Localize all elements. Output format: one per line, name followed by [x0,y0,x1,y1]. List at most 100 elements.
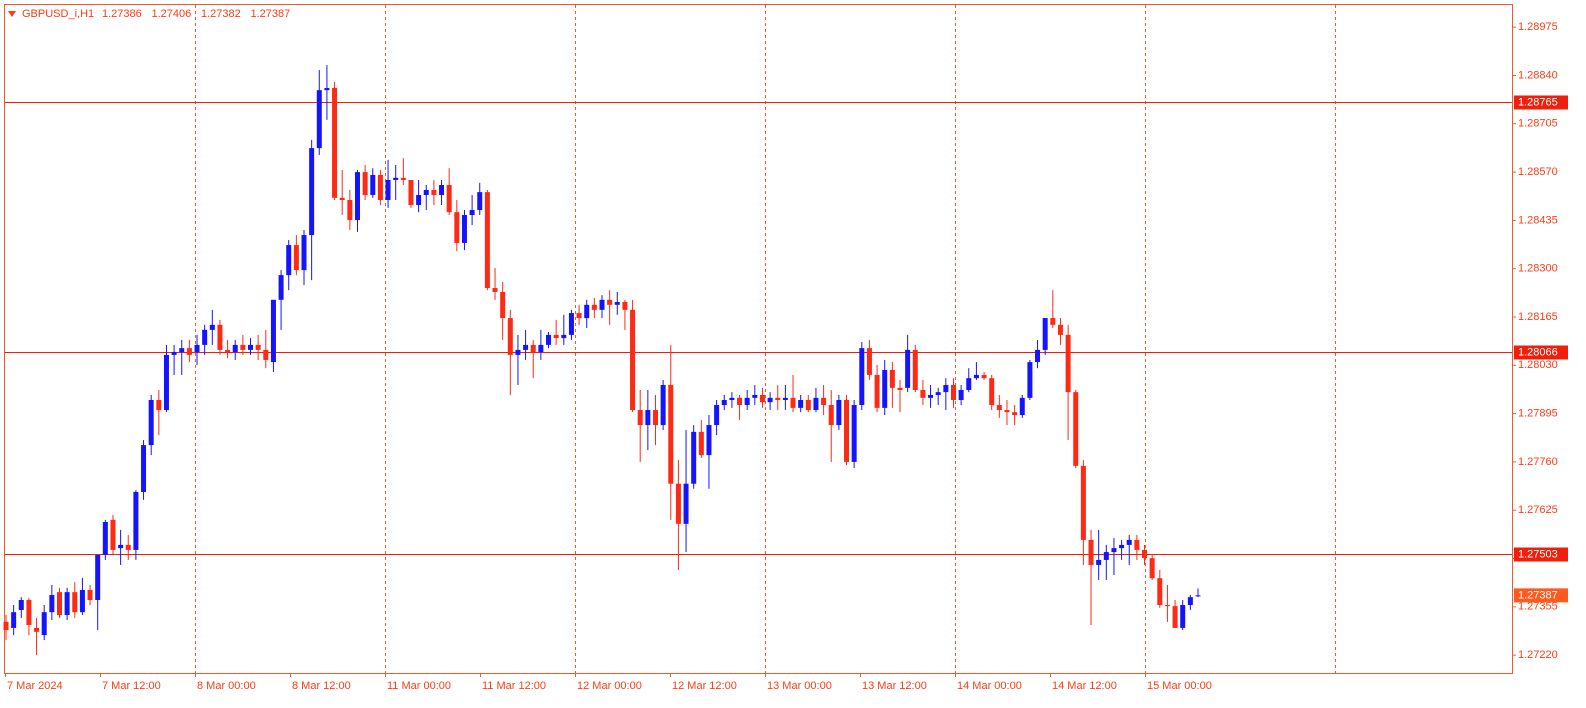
x-tick-label: 11 Mar 12:00 [482,680,546,692]
candle-body [698,431,704,456]
level-label: 1.28765 [1518,96,1558,108]
candle-body [1057,324,1063,335]
x-tick-label: 13 Mar 12:00 [862,680,927,692]
candle-body [851,405,857,462]
candle-body [591,304,597,310]
x-tick-label: 13 Mar 00:00 [767,680,832,692]
y-tick-label: 1.27895 [1518,408,1558,420]
candle-body [1180,605,1186,628]
candle-body [194,344,200,353]
candle-body [102,522,108,555]
candle-body [691,431,697,484]
candle-body [1111,548,1117,553]
candle-body [202,329,208,345]
x-tick-label: 15 Mar 00:00 [1147,680,1212,692]
candle-body [49,595,55,613]
candle-body [805,400,811,411]
candle-body [614,301,620,305]
candle-body [26,600,32,626]
candle-body [989,378,995,406]
candle-body [538,344,544,353]
candle-body [125,544,131,550]
candle-body [431,189,437,195]
candle-body [133,491,139,550]
candle-body [34,627,40,632]
candle-body [943,384,949,393]
candle-body [423,189,429,195]
candle-body [515,349,521,355]
x-tick-label: 14 Mar 00:00 [957,680,1022,692]
candle-body [622,301,628,310]
candle-body [1134,539,1140,550]
candle-body [1149,558,1155,579]
candle-body [362,172,368,195]
candle-body [255,344,261,350]
y-tick-label: 1.28975 [1518,21,1558,33]
candle-body [866,348,872,375]
candle-body [1157,578,1163,606]
y-tick-label: 1.27625 [1518,504,1558,516]
candle-body [813,397,819,411]
candle-body [981,374,987,379]
x-tick-label: 14 Mar 12:00 [1052,680,1117,692]
candle-body [652,410,658,426]
candle-body [683,483,689,524]
candle-body [416,194,422,206]
candle-body [1096,559,1102,565]
candle-body [186,348,192,355]
candle-body [599,299,605,310]
candle-body [370,174,376,195]
candle-body [141,445,147,492]
candle-body [156,400,162,411]
x-tick-label: 7 Mar 2024 [7,680,63,692]
level-label-bg [1514,345,1568,360]
candle-body [828,405,834,426]
candle-body [1042,318,1048,350]
candle-body [339,197,345,200]
candle-body [790,397,796,408]
candle-body [301,235,307,271]
last-price-bg [1514,588,1568,603]
candle-body [1088,539,1094,565]
candle-body [1073,392,1079,466]
candle-body [3,621,9,631]
candle-body [920,389,926,398]
y-tick-label: 1.28165 [1518,311,1558,323]
candle-body [546,334,552,345]
y-tick-label: 1.28300 [1518,263,1558,275]
candle-body [897,387,903,390]
candle-body [912,349,918,390]
candle-body [1164,605,1170,607]
candle-body [889,369,895,388]
symbol: GBPUSD_i,H1 [22,8,94,20]
candle-body [1004,410,1010,413]
x-tick-label: 8 Mar 00:00 [197,680,256,692]
candle-body [844,400,850,462]
candle-body [660,384,666,426]
y-tick-label: 1.28570 [1518,166,1558,178]
candle-body [1080,465,1086,540]
y-tick-label: 1.27355 [1518,601,1558,613]
candle-body [1027,362,1033,398]
candle-body [905,349,911,388]
candle-body [408,179,414,206]
candle-body [996,405,1002,411]
candle-body [1103,552,1109,560]
candle-body [782,397,788,401]
last-price-label: 1.27387 [1518,589,1558,601]
candle-body [41,612,47,636]
candle-body [72,592,78,613]
candle-body [744,397,750,406]
candle-body [1050,318,1056,325]
candle-body [179,348,185,353]
candle-body [1126,539,1132,545]
candle-body [461,215,467,243]
candle-body [248,344,254,350]
candle-body [1065,334,1071,393]
candle-body [454,212,460,243]
candle-body [492,288,498,292]
candle-body [209,324,215,330]
candle-body [1035,349,1041,363]
candle-body [821,397,827,406]
